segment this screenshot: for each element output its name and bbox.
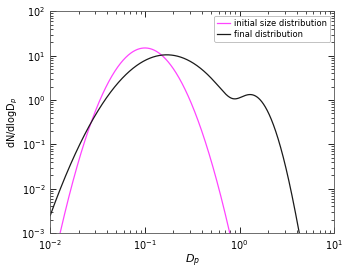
final distribution: [197, 66, 201, 69]
Y-axis label: dN/dlogD$_p$: dN/dlogD$_p$: [6, 97, 20, 148]
initial size distribution: [97, 100, 102, 103]
final distribution: [289, 192, 294, 195]
X-axis label: $D_p$: $D_p$: [185, 253, 200, 270]
final distribution: [90, 118, 95, 122]
Legend: initial size distribution, final distribution: initial size distribution, final distrib…: [214, 16, 330, 42]
initial size distribution: [157, 51, 161, 55]
initial size distribution: [169, 64, 173, 68]
final distribution: [169, 53, 173, 57]
Line: initial size distribution: initial size distribution: [60, 48, 230, 233]
initial size distribution: [81, 146, 85, 150]
final distribution: [48, 214, 52, 217]
Line: final distribution: final distribution: [50, 55, 299, 233]
final distribution: [143, 59, 147, 62]
final distribution: [209, 77, 214, 80]
